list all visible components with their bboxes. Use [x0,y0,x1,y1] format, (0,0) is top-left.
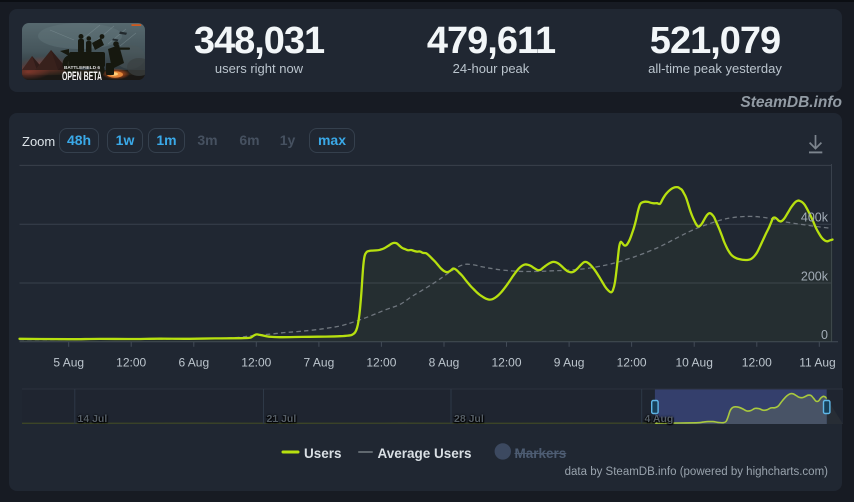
svg-text:BATTLEFIELD 6: BATTLEFIELD 6 [64,65,101,70]
svg-text:12:00: 12:00 [491,356,521,370]
svg-text:400k: 400k [801,211,829,225]
svg-text:5 Aug: 5 Aug [53,356,84,370]
svg-text:7 Aug: 7 Aug [304,356,335,370]
svg-text:8 Aug: 8 Aug [429,356,460,370]
svg-text:12:00: 12:00 [617,356,647,370]
svg-text:12:00: 12:00 [116,356,146,370]
svg-text:12:00: 12:00 [366,356,396,370]
svg-text:9 Aug: 9 Aug [554,356,585,370]
svg-text:6 Aug: 6 Aug [178,356,209,370]
svg-text:200k: 200k [801,269,829,283]
svg-text:0: 0 [821,328,828,342]
svg-text:OPEN BETA: OPEN BETA [62,70,102,81]
svg-text:12:00: 12:00 [241,356,271,370]
svg-text:11 Aug: 11 Aug [799,356,835,370]
svg-text:12:00: 12:00 [742,356,772,370]
svg-text:10 Aug: 10 Aug [676,356,713,370]
